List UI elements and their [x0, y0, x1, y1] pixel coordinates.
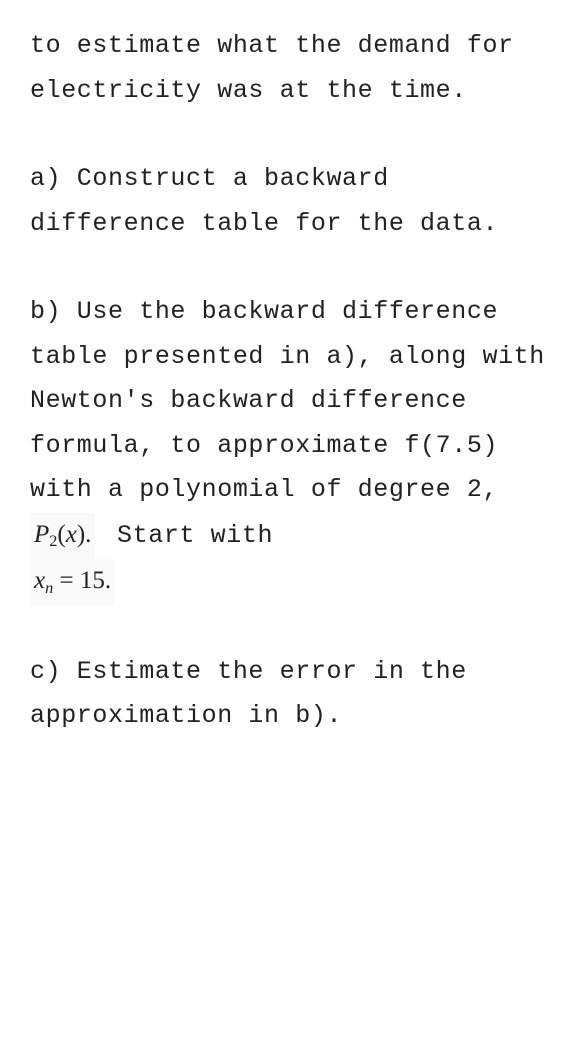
math-eq: =	[53, 567, 80, 594]
paragraph-part-b: b) Use the backward difference table pre…	[30, 290, 549, 606]
paragraph-text-mid: Start with	[117, 521, 273, 550]
math-p2x: P2(x).	[30, 513, 95, 560]
math-xn-eq-15: xn = 15.	[30, 559, 115, 606]
document-page: to estimate what the demand for electric…	[0, 0, 579, 1054]
math-paren-close: ).	[77, 521, 92, 548]
paragraph-text-pre: b) Use the backward difference table pre…	[30, 297, 545, 504]
paragraph-intro: to estimate what the demand for electric…	[30, 24, 549, 113]
math-val-15: 15	[80, 567, 105, 594]
math-period: .	[105, 567, 111, 594]
paragraph-part-a: a) Construct a backward difference table…	[30, 157, 549, 246]
math-paren-open: (	[57, 521, 65, 548]
paragraph-text: to estimate what the demand for electric…	[30, 31, 514, 105]
paragraph-text: c) Estimate the error in the approximati…	[30, 657, 467, 731]
paragraph-text: a) Construct a backward difference table…	[30, 164, 498, 238]
math-var-p: P	[34, 521, 49, 548]
paragraph-part-c: c) Estimate the error in the approximati…	[30, 650, 549, 739]
math-var-x: x	[66, 521, 77, 548]
math-sub-n: n	[45, 579, 53, 597]
math-sub-2: 2	[49, 532, 57, 550]
math-var-x2: x	[34, 567, 45, 594]
